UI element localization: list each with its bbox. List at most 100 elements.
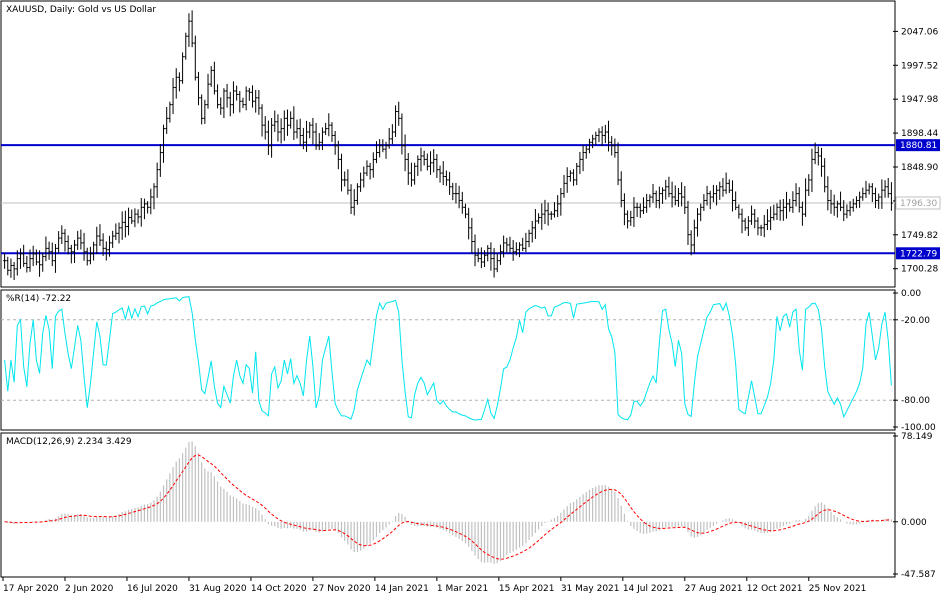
ohlc-bar[interactable] <box>359 172 363 192</box>
ohlc-bar[interactable] <box>743 218 747 231</box>
ohlc-bar[interactable] <box>514 242 518 256</box>
ohlc-bar[interactable] <box>88 246 92 265</box>
ohlc-bar[interactable] <box>381 139 385 153</box>
ohlc-bar[interactable] <box>333 130 337 155</box>
ohlc-bar[interactable] <box>273 110 277 132</box>
ohlc-bar[interactable] <box>874 187 878 209</box>
ohlc-bar[interactable] <box>387 127 391 149</box>
ohlc-bar[interactable] <box>31 245 35 267</box>
ohlc-bar[interactable] <box>721 177 725 197</box>
ohlc-bar[interactable] <box>416 155 420 176</box>
macd-signal-line[interactable] <box>4 454 892 560</box>
ohlc-bar[interactable] <box>867 183 871 195</box>
ohlc-bar[interactable] <box>171 78 175 115</box>
ohlc-bar[interactable] <box>641 197 645 215</box>
ohlc-bar[interactable] <box>778 199 782 221</box>
ohlc-bar[interactable] <box>409 162 413 187</box>
ohlc-bar[interactable] <box>667 176 671 198</box>
ohlc-bar[interactable] <box>568 170 572 182</box>
ohlc-bar[interactable] <box>378 139 382 158</box>
ohlc-bar[interactable] <box>556 195 560 218</box>
ohlc-bar[interactable] <box>47 241 51 260</box>
ohlc-bar[interactable] <box>635 202 639 218</box>
ohlc-bar[interactable] <box>212 61 216 95</box>
ohlc-bar[interactable] <box>397 101 401 126</box>
ohlc-bar[interactable] <box>444 170 448 186</box>
ohlc-bar[interactable] <box>276 114 280 142</box>
ohlc-bar[interactable] <box>877 193 881 209</box>
ohlc-bar[interactable] <box>190 10 194 48</box>
ohlc-bar[interactable] <box>600 126 604 147</box>
ohlc-bar[interactable] <box>177 72 181 92</box>
ohlc-bar[interactable] <box>317 133 321 151</box>
ohlc-bar[interactable] <box>632 197 636 227</box>
ohlc-bar[interactable] <box>181 52 185 84</box>
ohlc-bar[interactable] <box>247 87 251 101</box>
ohlc-bar[interactable] <box>839 191 843 212</box>
ohlc-bar[interactable] <box>696 208 700 237</box>
ohlc-bar[interactable] <box>384 141 388 159</box>
ohlc-bar[interactable] <box>772 204 776 221</box>
ohlc-bar[interactable] <box>813 142 817 165</box>
ohlc-bar[interactable] <box>804 178 808 217</box>
ohlc-bar[interactable] <box>502 235 506 258</box>
ohlc-bar[interactable] <box>654 190 658 208</box>
price-bars[interactable] <box>3 10 893 281</box>
ohlc-bar[interactable] <box>673 185 677 206</box>
ohlc-bar[interactable] <box>816 146 820 166</box>
ohlc-bar[interactable] <box>670 181 674 208</box>
ohlc-bar[interactable] <box>848 201 852 216</box>
ohlc-bar[interactable] <box>330 122 334 142</box>
ohlc-bar[interactable] <box>562 174 566 198</box>
ohlc-bar[interactable] <box>69 244 73 264</box>
ohlc-bar[interactable] <box>41 252 45 272</box>
ohlc-bar[interactable] <box>114 223 118 241</box>
ohlc-bar[interactable] <box>727 179 731 194</box>
ohlc-bar[interactable] <box>689 230 693 256</box>
ohlc-bar[interactable] <box>537 213 541 224</box>
ohlc-bar[interactable] <box>305 120 309 152</box>
ohlc-bar[interactable] <box>718 181 722 200</box>
ohlc-bar[interactable] <box>448 171 452 195</box>
ohlc-bar[interactable] <box>810 148 814 193</box>
ohlc-bar[interactable] <box>883 180 887 198</box>
ohlc-bar[interactable] <box>781 198 785 221</box>
ohlc-bar[interactable] <box>750 205 754 225</box>
ohlc-bar[interactable] <box>346 169 350 195</box>
ohlc-bar[interactable] <box>225 83 229 108</box>
ohlc-bar[interactable] <box>546 202 550 226</box>
ohlc-bar[interactable] <box>552 202 556 218</box>
ohlc-bar[interactable] <box>241 97 245 109</box>
ohlc-bar[interactable] <box>708 190 712 210</box>
ohlc-bar[interactable] <box>63 229 67 252</box>
ohlc-bar[interactable] <box>324 122 328 135</box>
ohlc-bar[interactable] <box>390 124 394 145</box>
ohlc-bar[interactable] <box>260 104 264 137</box>
ohlc-bar[interactable] <box>616 142 620 186</box>
ohlc-bar[interactable] <box>826 176 830 211</box>
ohlc-bar[interactable] <box>374 141 378 164</box>
ohlc-bar[interactable] <box>298 118 302 146</box>
ohlc-bar[interactable] <box>149 188 153 215</box>
ohlc-bar[interactable] <box>737 204 741 219</box>
macd-histogram[interactable] <box>5 441 893 564</box>
macd-signal-series[interactable] <box>4 454 892 560</box>
ohlc-bar[interactable] <box>231 81 235 114</box>
ohlc-bar[interactable] <box>524 232 528 253</box>
ohlc-bar[interactable] <box>629 210 633 226</box>
ohlc-bar[interactable] <box>638 203 642 218</box>
ohlc-bar[interactable] <box>486 245 490 262</box>
ohlc-bar[interactable] <box>406 152 410 185</box>
ohlc-bar[interactable] <box>756 217 760 236</box>
ohlc-bar[interactable] <box>79 229 83 250</box>
ohlc-bar[interactable] <box>320 127 324 151</box>
ohlc-bar[interactable] <box>518 242 522 258</box>
ohlc-bar[interactable] <box>479 247 483 269</box>
ohlc-bar[interactable] <box>530 220 534 243</box>
ohlc-bar[interactable] <box>352 189 356 216</box>
ohlc-bar[interactable] <box>463 203 467 219</box>
ohlc-bar[interactable] <box>311 117 315 145</box>
ohlc-bar[interactable] <box>511 240 515 261</box>
ohlc-bar[interactable] <box>174 68 178 99</box>
ohlc-bar[interactable] <box>432 149 436 173</box>
